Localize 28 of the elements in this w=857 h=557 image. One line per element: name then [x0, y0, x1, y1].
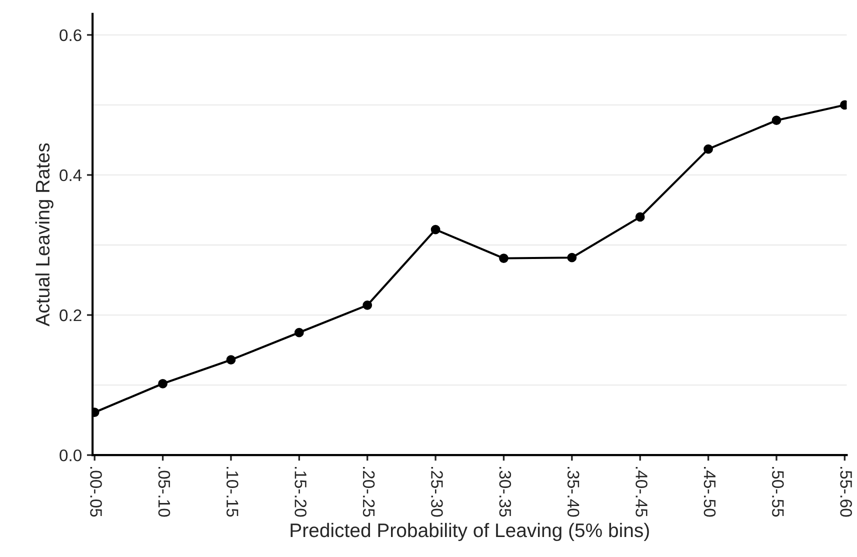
y-tick-label: 0.2	[60, 309, 82, 322]
y-tick-label: 0.4	[60, 169, 82, 182]
x-tick-label: .00-.05	[90, 467, 102, 517]
x-tick-label: .10-.15	[226, 467, 238, 517]
x-axis-title: Predicted Probability of Leaving (5% bins)	[290, 522, 649, 542]
point	[294, 328, 304, 338]
x-tick-label: .15-.20	[294, 467, 306, 517]
point	[567, 252, 577, 262]
y-axis-title: Actual Leaving Rates	[35, 143, 54, 326]
point	[362, 300, 372, 310]
x-tick-label: .20-.25	[362, 467, 375, 517]
x-tick-label: .25-.30	[431, 467, 443, 517]
x-tick-label: .30-.35	[499, 467, 512, 517]
point	[499, 254, 508, 263]
point	[226, 355, 236, 365]
x-tick-label: .40-.45	[636, 467, 648, 517]
point	[635, 212, 645, 222]
x-tick-label: .50-.55	[772, 467, 784, 517]
x-tick-label: .05-.10	[158, 467, 170, 517]
point	[704, 144, 713, 154]
y-tick-label: 0.0	[60, 449, 82, 462]
point	[158, 378, 168, 388]
y-tick-label: 0.6	[60, 29, 82, 42]
x-tick-label: .45-.50	[704, 467, 716, 517]
x-tick-label: .35-.40	[567, 467, 580, 517]
x-tick-label: .55-.60	[840, 467, 852, 517]
point	[772, 116, 782, 126]
point	[430, 224, 440, 234]
